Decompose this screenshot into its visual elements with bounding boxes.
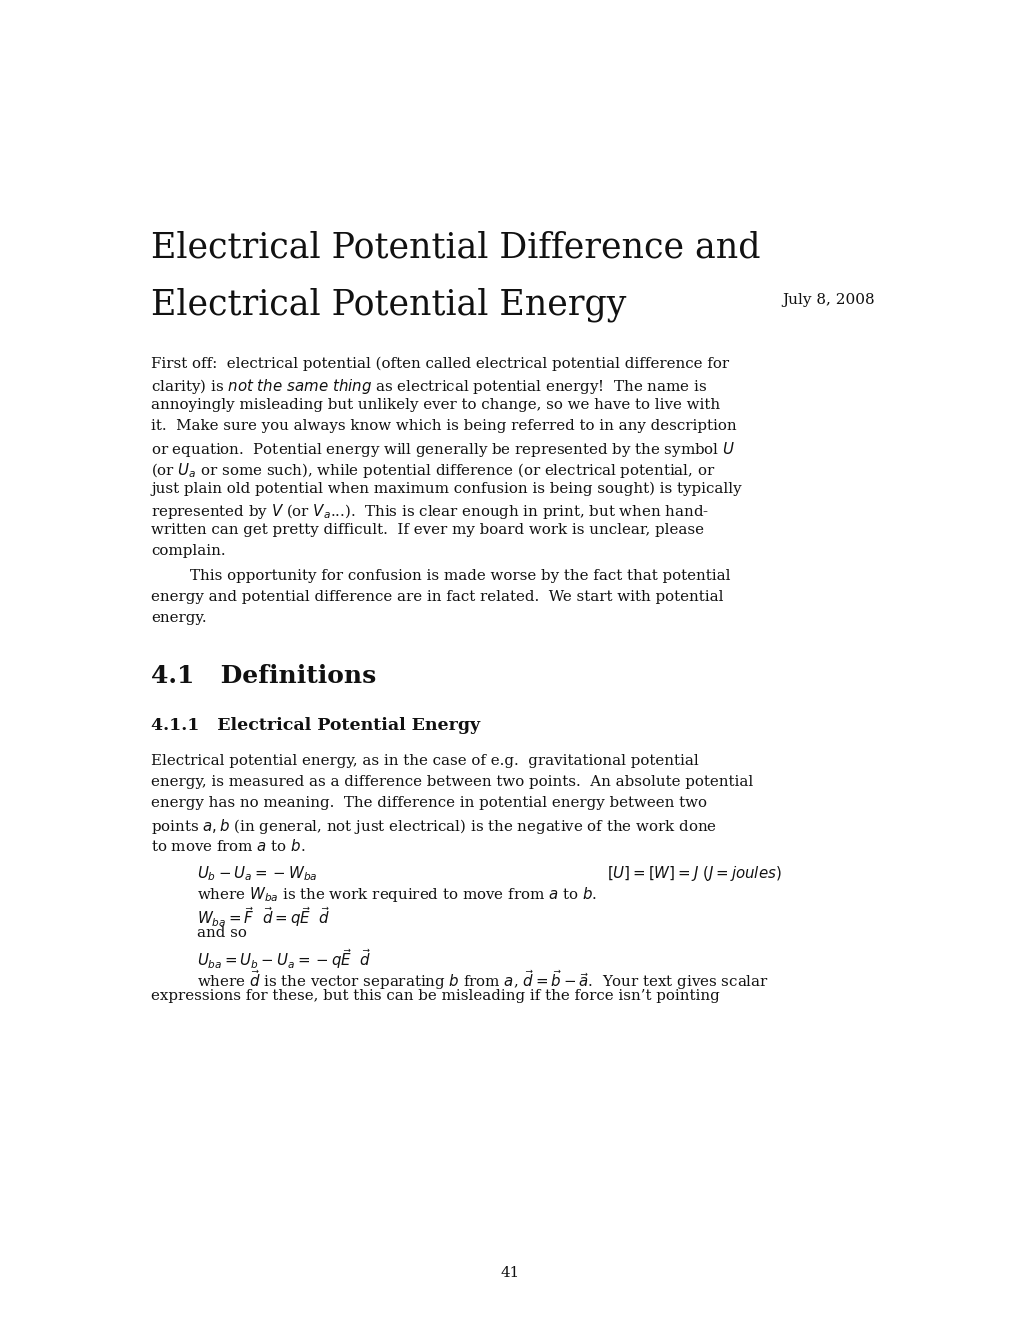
Text: just plain old potential when maximum confusion is being sought) is typically: just plain old potential when maximum co… [151, 482, 741, 496]
Text: energy.: energy. [151, 611, 207, 624]
Text: points $a, b$ (in general, not just electrical) is the negative of the work done: points $a, b$ (in general, not just elec… [151, 817, 716, 836]
Text: represented by $V$ (or $V_a$...).  This is clear enough in print, but when hand-: represented by $V$ (or $V_a$...). This i… [151, 503, 708, 521]
Text: where $W_{ba}$ is the work required to move from $a$ to $b$.: where $W_{ba}$ is the work required to m… [197, 884, 596, 904]
Text: 4.1.1   Electrical Potential Energy: 4.1.1 Electrical Potential Energy [151, 717, 480, 734]
Text: or equation.  Potential energy will generally be represented by the symbol $U$: or equation. Potential energy will gener… [151, 440, 735, 459]
Text: 41: 41 [500, 1266, 519, 1280]
Text: clarity) is $\mathit{not\ the\ same\ thing}$ as electrical potential energy!  Th: clarity) is $\mathit{not\ the\ same\ thi… [151, 378, 706, 396]
Text: where $\vec{d}$ is the vector separating $b$ from $a$, $\vec{d} = \vec{b}-\vec{a: where $\vec{d}$ is the vector separating… [197, 968, 768, 993]
Text: Electrical Potential Difference and: Electrical Potential Difference and [151, 231, 760, 265]
Text: This opportunity for confusion is made worse by the fact that potential: This opportunity for confusion is made w… [190, 569, 730, 583]
Text: annoyingly misleading but unlikely ever to change, so we have to live with: annoyingly misleading but unlikely ever … [151, 399, 719, 412]
Text: written can get pretty difficult.  If ever my board work is unclear, please: written can get pretty difficult. If eve… [151, 523, 703, 537]
Text: it.  Make sure you always know which is being referred to in any description: it. Make sure you always know which is b… [151, 418, 736, 433]
Text: $W_{ba} = \vec{F}\ \ \vec{d} = q\vec{E}\ \ \vec{d}$: $W_{ba} = \vec{F}\ \ \vec{d} = q\vec{E}\… [197, 906, 330, 929]
Text: to move from $a$ to $b$.: to move from $a$ to $b$. [151, 838, 306, 854]
Text: energy, is measured as a difference between two points.  An absolute potential: energy, is measured as a difference betw… [151, 775, 752, 789]
Text: 4.1   Definitions: 4.1 Definitions [151, 664, 376, 689]
Text: energy and potential difference are in fact related.  We start with potential: energy and potential difference are in f… [151, 590, 722, 603]
Text: $[U] = [W] = J\ (J = joules)$: $[U] = [W] = J\ (J = joules)$ [606, 863, 781, 883]
Text: First off:  electrical potential (often called electrical potential difference f: First off: electrical potential (often c… [151, 356, 729, 371]
Text: $U_b - U_a = -W_{ba}$: $U_b - U_a = -W_{ba}$ [197, 863, 317, 883]
Text: expressions for these, but this can be misleading if the force isn’t pointing: expressions for these, but this can be m… [151, 989, 719, 1003]
Text: July 8, 2008: July 8, 2008 [782, 293, 874, 308]
Text: $U_{ba} = U_b - U_a = -q\vec{E}\ \ \vec{d}$: $U_{ba} = U_b - U_a = -q\vec{E}\ \ \vec{… [197, 948, 371, 972]
Text: Electrical Potential Energy: Electrical Potential Energy [151, 288, 626, 322]
Text: Electrical potential energy, as in the case of e.g.  gravitational potential: Electrical potential energy, as in the c… [151, 754, 698, 768]
Text: energy has no meaning.  The difference in potential energy between two: energy has no meaning. The difference in… [151, 796, 706, 810]
Text: (or $U_a$ or some such), while potential difference (or electrical potential, or: (or $U_a$ or some such), while potential… [151, 461, 714, 479]
Text: complain.: complain. [151, 544, 225, 558]
Text: and so: and so [197, 927, 247, 940]
